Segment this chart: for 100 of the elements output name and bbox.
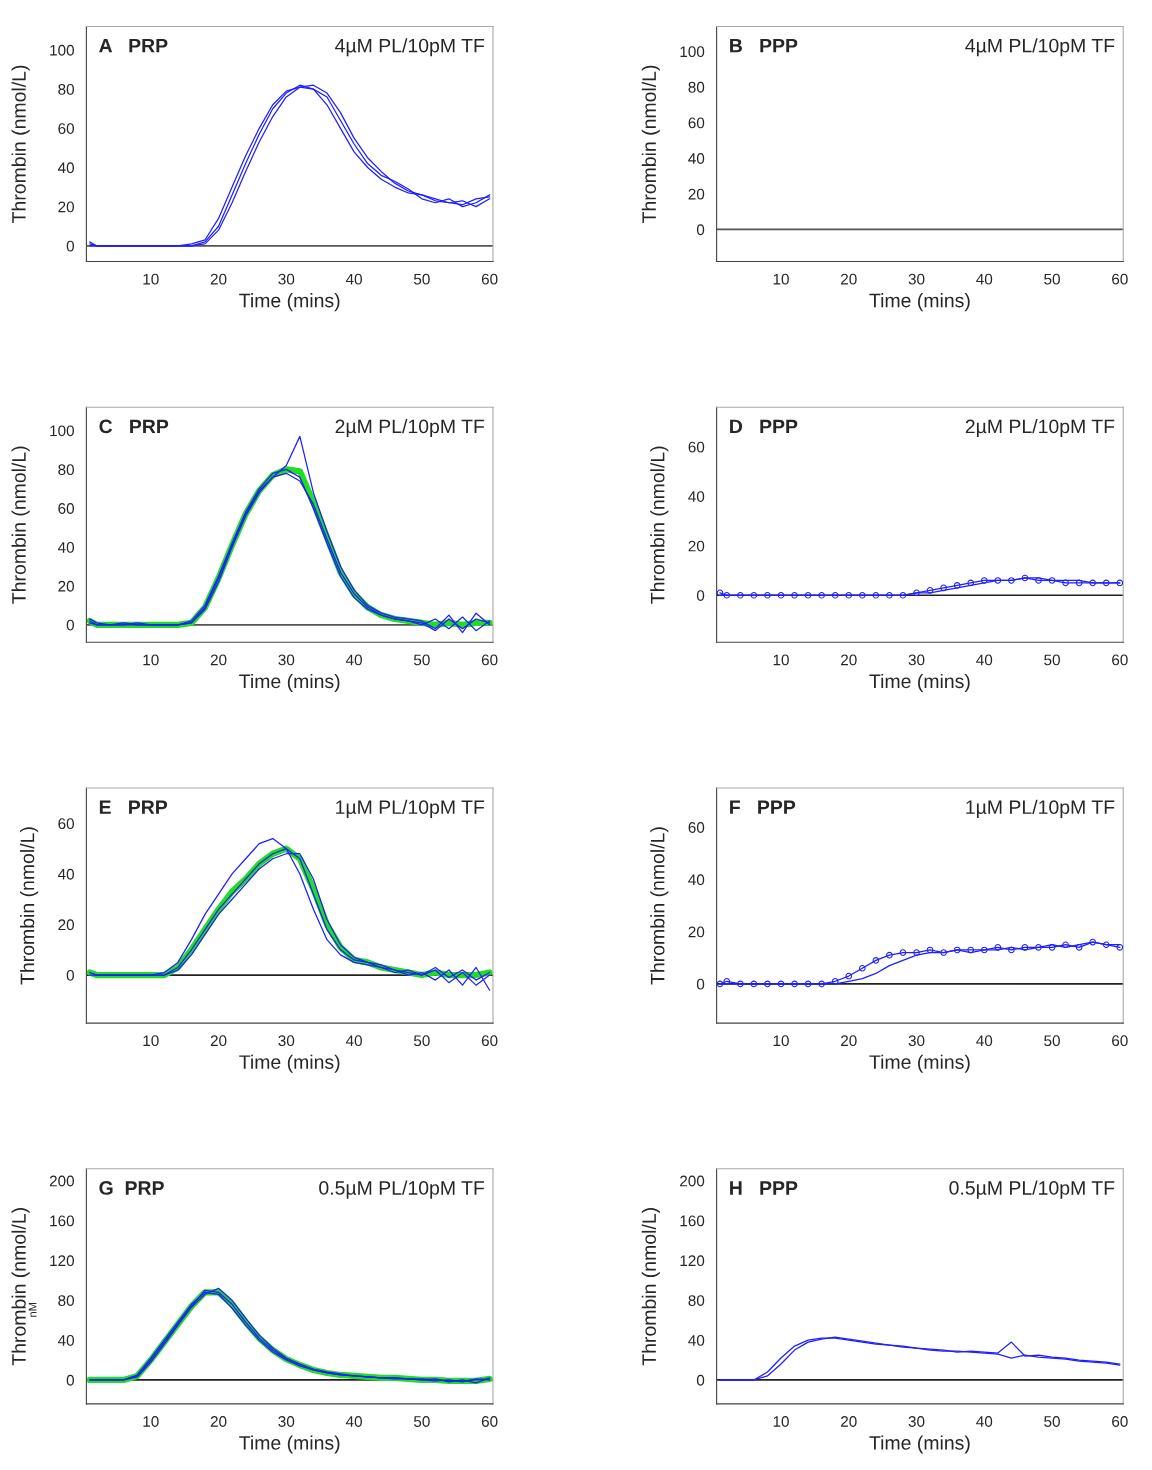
- y-tick-label: 0: [66, 619, 74, 631]
- x-axis-title: Time (mins): [239, 1054, 340, 1073]
- x-axis-title: Time (mins): [239, 1435, 340, 1454]
- y-tick-label: 20: [688, 540, 705, 552]
- x-tick-label: 30: [908, 273, 925, 285]
- annotation: B PPP: [730, 38, 798, 53]
- y-tick-label: 20: [688, 188, 705, 200]
- x-tick-label: 20: [841, 273, 857, 285]
- x-tick-label: 60: [1112, 1416, 1128, 1427]
- y-tick-label: 100: [680, 46, 705, 58]
- y-tick-label: 0: [66, 1374, 74, 1386]
- y-tick-label: 80: [58, 464, 74, 476]
- x-tick-label: 10: [143, 1416, 159, 1427]
- x-tick-label: 50: [1044, 273, 1060, 285]
- y-tick-label: 20: [58, 201, 74, 213]
- y-tick-label: 160: [680, 1215, 705, 1227]
- x-tick-label: 50: [413, 1035, 430, 1047]
- x-tick-label: 10: [143, 1035, 159, 1047]
- y-axis-title: Thrombin (nmol/L): [650, 446, 669, 604]
- y-tick-label: 40: [57, 868, 74, 880]
- annotation: E PRP: [99, 800, 168, 814]
- y-tick-label: 20: [58, 580, 74, 592]
- y-tick-label: 60: [688, 822, 705, 833]
- annotation: 4µM PL/10pM TF: [335, 38, 485, 57]
- x-tick-label: 10: [773, 654, 789, 666]
- y-tick-label: 200: [49, 1175, 74, 1187]
- x-tick-label: 40: [976, 654, 993, 666]
- y-tick-label: 200: [680, 1175, 705, 1187]
- x-tick-label: 50: [413, 273, 430, 285]
- x-axis-title: Time (mins): [869, 293, 970, 312]
- x-axis-title: Time (mins): [869, 673, 970, 693]
- annotation: 1µM PL/10pM TF: [966, 799, 1115, 818]
- y-tick-label: 80: [58, 1295, 74, 1306]
- y-tick-label: 0: [66, 240, 74, 252]
- annotation: 2µM PL/10pM TF: [335, 418, 485, 438]
- x-tick-label: 60: [1112, 654, 1128, 666]
- y-axis-title: Thrombin (nmol/L): [641, 65, 660, 223]
- x-tick-label: 20: [210, 1416, 227, 1427]
- y-tick-label: 40: [57, 1334, 74, 1346]
- x-tick-label: 30: [278, 654, 295, 666]
- y-tick-label: 60: [688, 117, 705, 129]
- x-tick-label: 20: [210, 273, 227, 285]
- annotation: F PPP: [730, 800, 796, 814]
- y-tick-label: 0: [696, 590, 705, 601]
- y-tick-label: 20: [58, 919, 74, 931]
- x-tick-label: 40: [976, 1416, 993, 1427]
- y-tick-label: 40: [57, 162, 74, 174]
- x-tick-label: 20: [841, 654, 857, 666]
- y-tick-label: 40: [688, 153, 705, 164]
- y-tick-label: 60: [58, 123, 74, 134]
- x-tick-label: 50: [1044, 1035, 1060, 1047]
- y-tick-label: 0: [696, 1374, 705, 1386]
- y-axis-title: Thrombin (nmol/L): [650, 827, 669, 985]
- y-axis-title: Thrombin (nmol/L): [641, 1208, 660, 1366]
- annotation: C PRP: [99, 419, 169, 434]
- x-tick-label: 40: [345, 273, 362, 285]
- x-tick-label: 30: [278, 1035, 295, 1047]
- x-tick-label: 30: [908, 1416, 925, 1427]
- text: nM: [28, 1303, 37, 1317]
- y-tick-label: 40: [688, 491, 705, 502]
- x-tick-label: 30: [278, 1416, 295, 1427]
- x-tick-label: 40: [976, 273, 993, 285]
- y-axis-title: Thrombin (nmol/L): [11, 446, 30, 604]
- x-tick-label: 60: [481, 273, 498, 285]
- x-tick-label: 50: [413, 1416, 430, 1427]
- annotation: A PRP: [99, 38, 168, 53]
- x-tick-label: 50: [1044, 654, 1060, 666]
- x-tick-label: 40: [345, 654, 362, 666]
- x-tick-label: 10: [773, 1035, 789, 1047]
- x-tick-label: 60: [1112, 273, 1128, 285]
- x-tick-label: 40: [345, 1416, 362, 1427]
- x-tick-label: 60: [481, 1416, 498, 1427]
- x-axis-title: Time (mins): [869, 1435, 970, 1454]
- y-tick-label: 100: [50, 44, 74, 56]
- x-tick-label: 60: [481, 1035, 498, 1047]
- x-tick-label: 60: [481, 654, 498, 666]
- y-tick-label: 80: [58, 84, 74, 95]
- y-tick-label: 160: [50, 1215, 74, 1227]
- y-tick-label: 0: [696, 224, 705, 236]
- annotation: 1µM PL/10pM TF: [336, 799, 485, 818]
- y-tick-label: 40: [688, 1334, 705, 1346]
- annotation: 4µM PL/10pM TF: [965, 38, 1115, 57]
- y-axis-title: Thrombin (nmol/L): [11, 65, 30, 223]
- annotation: 0.5µM PL/10pM TF: [319, 1180, 485, 1199]
- x-axis-title: Time (mins): [239, 673, 340, 693]
- y-tick-label: 60: [58, 818, 74, 830]
- x-tick-label: 40: [976, 1035, 993, 1047]
- x-tick-label: 50: [1044, 1416, 1060, 1427]
- x-tick-label: 20: [841, 1035, 857, 1047]
- y-tick-label: 80: [688, 1295, 705, 1306]
- annotation: 0.5µM PL/10pM TF: [949, 1180, 1115, 1199]
- annotation: G PRP: [99, 1181, 164, 1195]
- y-tick-label: 120: [680, 1255, 705, 1267]
- x-tick-label: 30: [908, 654, 925, 666]
- y-tick-label: 20: [688, 926, 705, 938]
- y-tick-label: 0: [66, 969, 74, 981]
- annotation: 2µM PL/10pM TF: [965, 418, 1115, 438]
- annotation: D PPP: [730, 419, 798, 434]
- x-tick-label: 60: [1112, 1035, 1128, 1047]
- y-tick-label: 120: [50, 1255, 74, 1267]
